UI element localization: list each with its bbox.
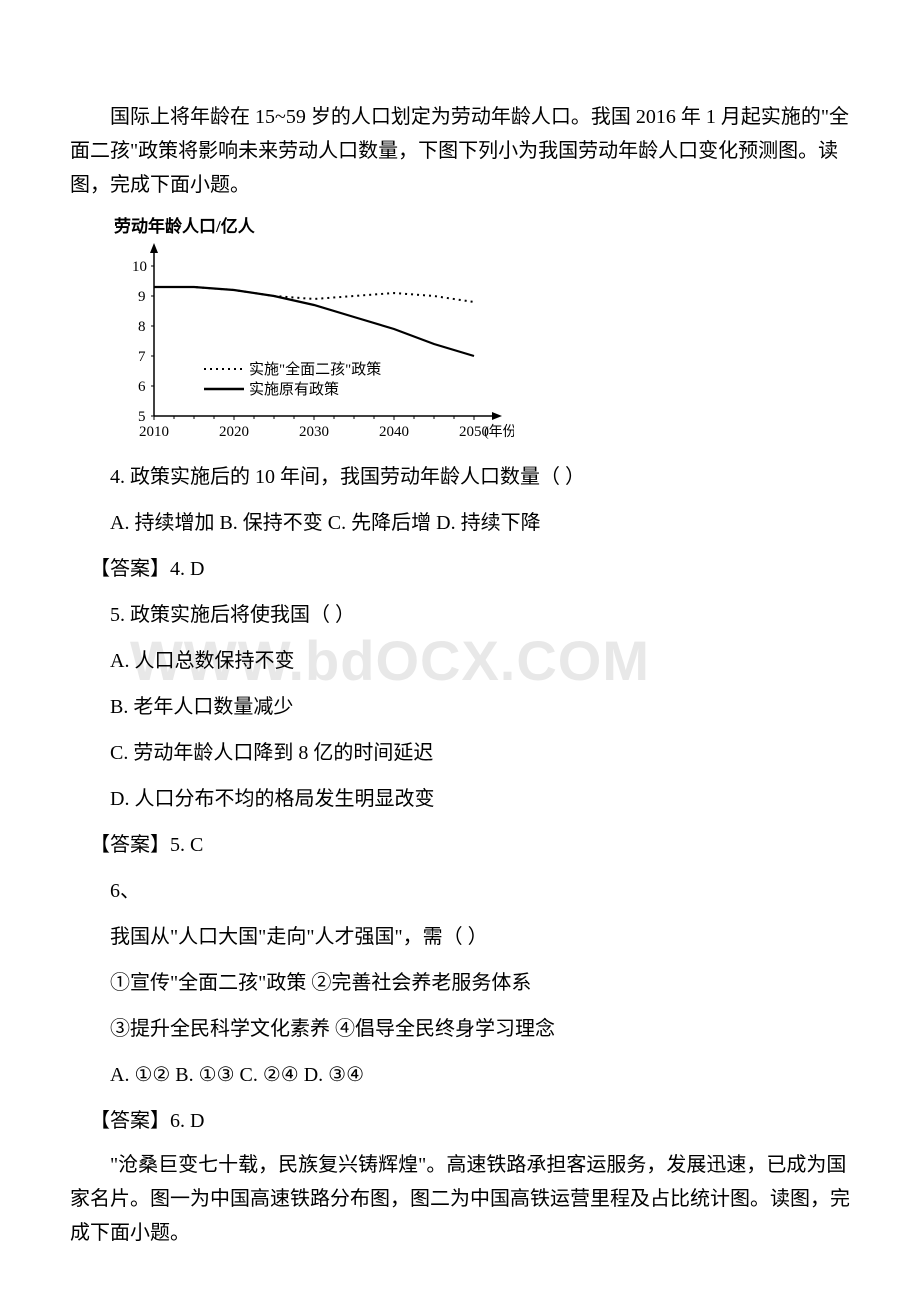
series-original — [154, 287, 474, 356]
q4-stem: 4. 政策实施后的 10 年间，我国劳动年龄人口数量（ ） — [70, 458, 850, 496]
q6-line2: ③提升全民科学文化素养 ④倡导全民终身学习理念 — [70, 1010, 850, 1048]
ytick-10: 10 — [132, 259, 147, 275]
q6-stem: 我国从"人口大国"走向"人才强国"，需（ ） — [70, 918, 850, 956]
ytick-6: 6 — [138, 379, 146, 395]
q5-optD: D. 人口分布不均的格局发生明显改变 — [70, 780, 850, 818]
q6-num: 6、 — [70, 872, 850, 910]
x-axis-label: (年份) — [484, 424, 514, 440]
q6-options: A. ①② B. ①③ C. ②④ D. ③④ — [70, 1056, 850, 1094]
xtick-2020: 2020 — [219, 424, 249, 440]
xtick-2040: 2040 — [379, 424, 409, 440]
q5-stem: 5. 政策实施后将使我国（ ） — [70, 596, 850, 634]
q5-optB: B. 老年人口数量减少 — [70, 688, 850, 726]
q6-line1: ①宣传"全面二孩"政策 ②完善社会养老服务体系 — [70, 964, 850, 1002]
q5-optC: C. 劳动年龄人口降到 8 亿的时间延迟 — [70, 734, 850, 772]
labor-population-chart: 劳动年龄人口/亿人 5 6 7 8 9 — [114, 212, 514, 446]
q6-answer: 【答案】6. D — [70, 1102, 850, 1140]
intro-paragraph: 国际上将年龄在 15~59 岁的人口划定为劳动年龄人口。我国 2016 年 1 … — [70, 100, 850, 202]
outro-paragraph: "沧桑巨变七十载，民族复兴铸辉煌"。高速铁路承担客运服务，发展迅速，已成为国家名… — [70, 1148, 850, 1250]
q4-options: A. 持续增加 B. 保持不变 C. 先降后增 D. 持续下降 — [70, 504, 850, 542]
legend-two-child: 实施"全面二孩"政策 — [249, 360, 381, 378]
ytick-7: 7 — [138, 349, 146, 365]
xtick-2010: 2010 — [139, 424, 169, 440]
xtick-2030: 2030 — [299, 424, 329, 440]
q5-answer: 【答案】5. C — [70, 826, 850, 864]
chart-y-title: 劳动年龄人口/亿人 — [114, 212, 514, 237]
chart-svg: 5 6 7 8 9 10 2010 — [114, 241, 514, 441]
ytick-5: 5 — [138, 409, 146, 425]
ytick-8: 8 — [138, 319, 146, 335]
q5-optA: A. 人口总数保持不变 — [70, 642, 850, 680]
legend-original: 实施原有政策 — [249, 381, 339, 398]
q4-answer: 【答案】4. D — [70, 550, 850, 588]
ytick-9: 9 — [138, 289, 146, 305]
series-two-child — [154, 287, 474, 302]
